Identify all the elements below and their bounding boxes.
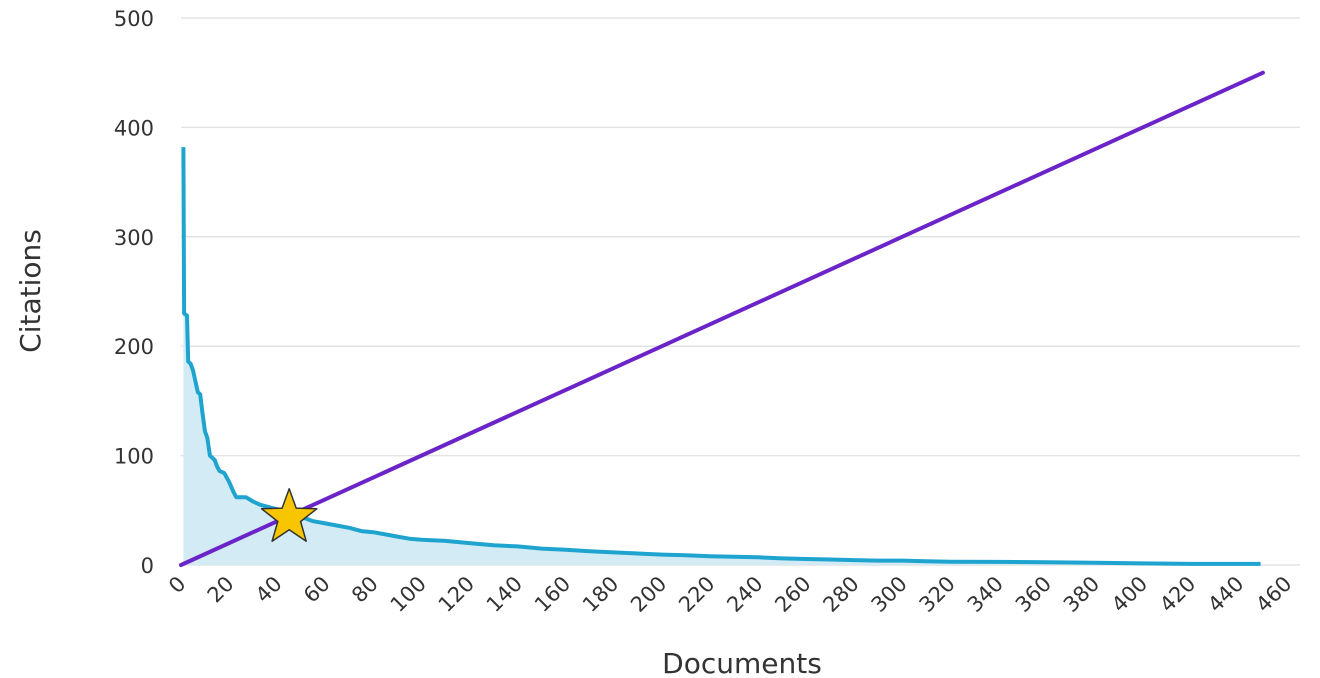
x-tick-label: 260 <box>770 572 815 617</box>
x-tick-label: 100 <box>386 572 431 617</box>
x-tick-label: 380 <box>1059 572 1104 617</box>
x-tick-label: 360 <box>1011 572 1056 617</box>
h-index-star-marker <box>260 488 318 542</box>
x-tick-label: 240 <box>722 572 767 617</box>
y-axis-title: Citations <box>14 229 47 353</box>
x-axis-ticks: 0 20 40 60 80 100 120 140 160 180 200 220 240 260 280 3… <box>164 572 1296 617</box>
x-tick-label: 40 <box>251 572 287 608</box>
x-tick-label: 280 <box>818 572 863 617</box>
x-axis-title: Documents <box>662 647 822 678</box>
x-tick-label: 340 <box>963 572 1008 617</box>
x-tick-label: 80 <box>347 572 383 608</box>
citations-line <box>181 147 1261 566</box>
x-tick-label: 400 <box>1107 572 1152 617</box>
x-tick-label: 200 <box>626 572 671 617</box>
gridlines <box>181 17 1300 566</box>
y-tick-label: 100 <box>114 445 154 469</box>
x-tick-label: 160 <box>530 572 575 617</box>
y-tick-label: 300 <box>114 226 154 250</box>
x-tick-label: 320 <box>915 572 960 617</box>
x-tick-label: 20 <box>203 572 239 608</box>
x-tick-label: 420 <box>1155 572 1200 617</box>
y-axis-ticks: 0 100 200 300 400 500 <box>114 7 154 578</box>
h-index-diagonal-line <box>179 70 1265 567</box>
x-tick-label: 300 <box>867 572 912 617</box>
x-tick-label: 460 <box>1251 572 1296 617</box>
x-tick-label: 0 <box>164 572 190 598</box>
y-tick-label: 400 <box>114 116 154 140</box>
x-tick-label: 120 <box>434 572 479 617</box>
x-tick-label: 60 <box>299 572 335 608</box>
y-tick-label: 0 <box>141 554 154 578</box>
citations-area <box>183 147 1261 565</box>
y-tick-label: 500 <box>114 7 154 31</box>
x-tick-label: 140 <box>482 572 527 617</box>
x-tick-label: 180 <box>578 572 623 617</box>
x-tick-label: 220 <box>674 572 719 617</box>
x-tick-label: 440 <box>1203 572 1248 617</box>
y-tick-label: 200 <box>114 335 154 359</box>
